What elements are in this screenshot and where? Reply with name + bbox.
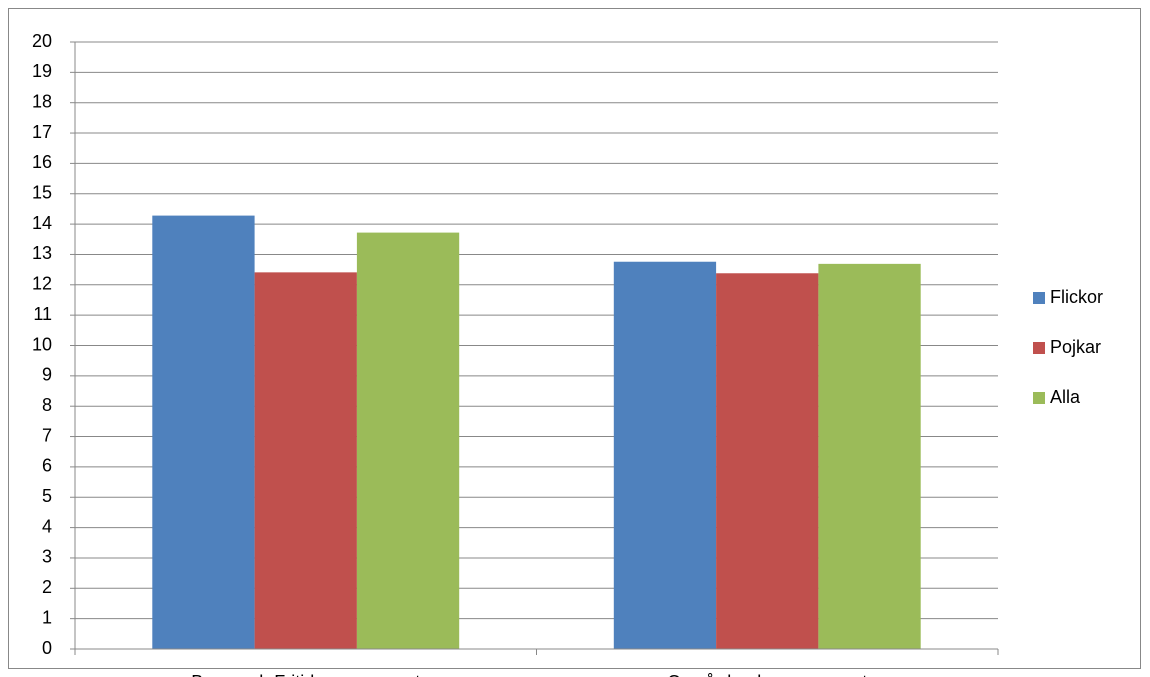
y-tick-label: 9 — [42, 365, 52, 385]
y-tick-label: 0 — [42, 638, 52, 658]
y-tick-label: 13 — [32, 243, 52, 263]
bar — [356, 232, 460, 649]
y-tick-label: 7 — [42, 425, 52, 445]
y-tick-label: 19 — [32, 61, 52, 81]
x-tick-label: Barn- och Fritidsprogrammet — [191, 672, 420, 677]
bar — [152, 215, 255, 650]
y-tick-label: 10 — [32, 334, 52, 354]
bar — [818, 263, 921, 649]
legend-swatch — [1033, 392, 1045, 404]
y-tick-label: 6 — [42, 456, 52, 476]
y-tick-label: 2 — [42, 577, 52, 597]
legend-label: Pojkar — [1050, 337, 1101, 357]
x-tick-label: Omvårdnadsprogrammet — [667, 672, 867, 677]
y-tick-label: 17 — [32, 122, 52, 142]
y-tick-label: 11 — [33, 304, 52, 324]
y-tick-label: 4 — [42, 516, 52, 536]
bar — [254, 272, 357, 649]
bar — [716, 273, 819, 649]
y-tick-label: 20 — [32, 31, 52, 51]
legend-swatch — [1033, 292, 1045, 304]
y-tick-label: 15 — [32, 183, 52, 203]
legend-swatch — [1033, 342, 1045, 354]
y-tick-label: 1 — [42, 607, 52, 627]
bar — [613, 261, 717, 649]
y-tick-label: 3 — [42, 547, 52, 567]
legend-label: Alla — [1050, 387, 1081, 407]
y-tick-label: 16 — [32, 152, 52, 172]
y-tick-label: 14 — [32, 213, 52, 233]
y-tick-label: 18 — [32, 91, 52, 111]
legend-label: Flickor — [1050, 287, 1103, 307]
y-tick-label: 5 — [42, 486, 52, 506]
y-tick-label: 12 — [32, 274, 52, 294]
y-tick-label: 8 — [42, 395, 52, 415]
